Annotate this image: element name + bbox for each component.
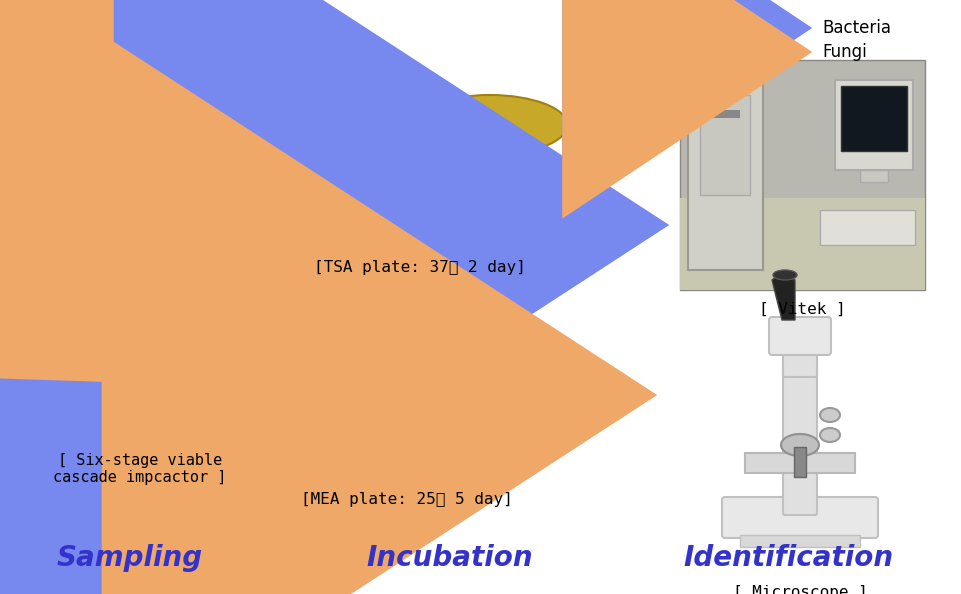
Bar (174, 243, 182, 307)
Text: [MEA plate: 25℃ 5 day]: [MEA plate: 25℃ 5 day] (301, 492, 512, 507)
FancyBboxPatch shape (25, 105, 255, 254)
Bar (200, 243, 208, 307)
Bar (186, 243, 195, 307)
Bar (148, 243, 156, 307)
Polygon shape (771, 275, 794, 320)
FancyBboxPatch shape (768, 317, 830, 355)
Text: Fungi: Fungi (821, 43, 866, 61)
Ellipse shape (412, 95, 567, 155)
Bar (80, 425, 98, 440)
Text: [ Vitek ]: [ Vitek ] (758, 302, 845, 317)
Bar (57, 393, 121, 399)
Ellipse shape (819, 408, 839, 422)
FancyBboxPatch shape (834, 80, 912, 170)
Bar (57, 345, 121, 351)
Ellipse shape (819, 428, 839, 442)
FancyBboxPatch shape (136, 232, 233, 318)
FancyBboxPatch shape (782, 333, 816, 377)
Bar (840, 86, 906, 151)
Bar (212, 243, 221, 307)
Bar (57, 297, 121, 303)
Text: Identification: Identification (683, 544, 893, 572)
Text: Bacteria: Bacteria (821, 19, 890, 37)
Bar (793, 447, 805, 477)
Text: [ Microscope ]: [ Microscope ] (732, 585, 867, 594)
Ellipse shape (380, 372, 470, 438)
FancyBboxPatch shape (782, 363, 816, 515)
Ellipse shape (388, 380, 460, 430)
Ellipse shape (314, 372, 405, 438)
Text: TSA/Agar: TSA/Agar (390, 181, 429, 189)
Bar (57, 369, 121, 375)
Text: Sampling: Sampling (57, 544, 203, 572)
FancyBboxPatch shape (25, 105, 255, 435)
FancyBboxPatch shape (35, 230, 245, 263)
Bar (57, 273, 121, 279)
Ellipse shape (324, 380, 396, 430)
Bar (57, 321, 121, 327)
Bar (160, 255, 209, 280)
FancyBboxPatch shape (53, 253, 125, 427)
Bar (160, 243, 169, 307)
Ellipse shape (780, 434, 818, 456)
Text: [ Six-stage viable
cascade impcactor ]: [ Six-stage viable cascade impcactor ] (53, 453, 227, 485)
FancyBboxPatch shape (819, 210, 914, 245)
FancyBboxPatch shape (309, 305, 505, 480)
Bar (709, 110, 739, 118)
FancyBboxPatch shape (71, 228, 107, 260)
Ellipse shape (345, 352, 434, 418)
Ellipse shape (334, 150, 505, 210)
Ellipse shape (773, 270, 796, 280)
FancyBboxPatch shape (687, 75, 762, 270)
Bar (739, 535, 859, 547)
Ellipse shape (320, 143, 520, 217)
Bar (859, 170, 887, 182)
FancyBboxPatch shape (744, 453, 854, 473)
Text: Incubation: Incubation (366, 544, 533, 572)
Bar (700, 95, 750, 195)
FancyBboxPatch shape (679, 60, 924, 290)
Text: [TSA plate: 37℃ 2 day]: [TSA plate: 37℃ 2 day] (314, 260, 526, 275)
FancyBboxPatch shape (722, 497, 877, 538)
Ellipse shape (354, 360, 426, 410)
Bar (679, 198, 924, 290)
